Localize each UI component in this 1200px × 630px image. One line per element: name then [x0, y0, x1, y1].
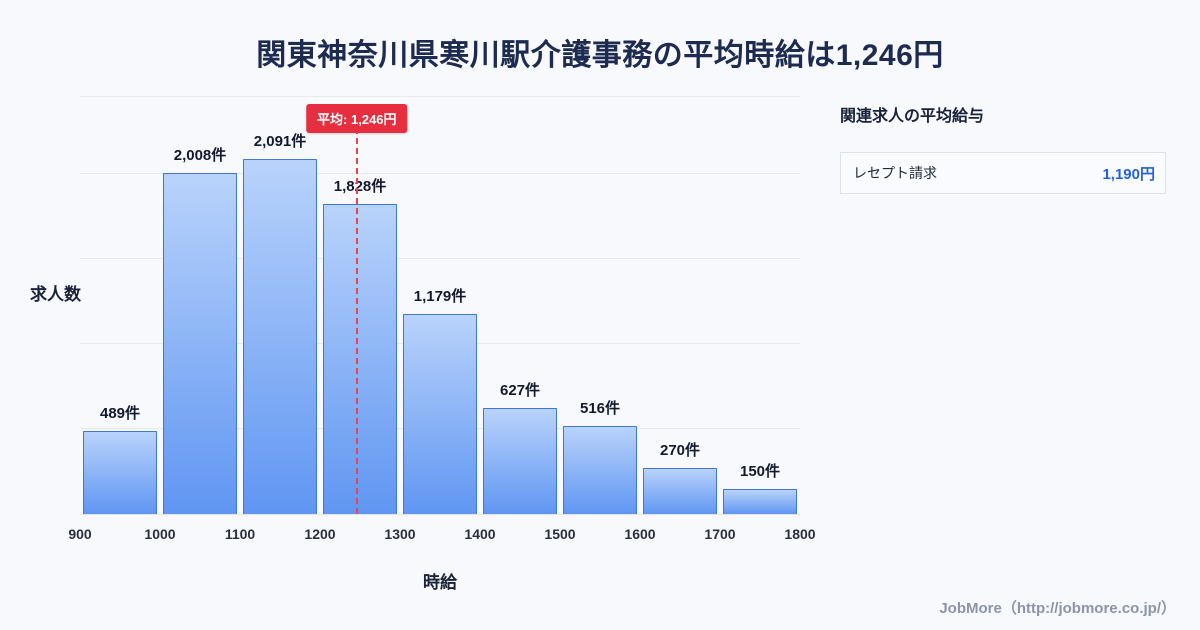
bar-value-label: 1,828件: [333, 177, 387, 195]
histogram-bar: [243, 158, 317, 514]
bar-value-label: 489件: [99, 404, 141, 422]
x-tick-label: 1200: [304, 526, 336, 542]
x-tick-label: 1500: [544, 526, 576, 542]
side-panel-title: 関連求人の平均給与: [840, 108, 985, 125]
x-tick-label: 1400: [464, 526, 496, 542]
grid-line: [80, 173, 800, 175]
x-tick-label: 1000: [144, 526, 176, 542]
grid-line: [80, 96, 800, 97]
bar-value-label: 2,091件: [253, 132, 307, 150]
bar-value-label: 150件: [739, 462, 781, 480]
histogram-bar: [403, 313, 477, 514]
x-tick-label: 900: [68, 526, 92, 542]
related-job-value: 1,190円: [1102, 165, 1155, 183]
related-job-label: レセプト請求: [853, 165, 937, 181]
histogram-bar: [723, 488, 797, 514]
histogram-bar: [163, 173, 237, 514]
x-tick-label: 1100: [224, 526, 256, 542]
histogram-bar: [483, 407, 557, 514]
bar-value-label: 270件: [659, 442, 701, 460]
histogram-bar: [323, 203, 397, 514]
footer-credit: JobMore（http://jobmore.co.jp/）: [939, 600, 1176, 617]
related-job-row: レセプト請求 1,190円: [840, 152, 1166, 194]
page-title: 関東神奈川県寒川駅介護事務の平均時給は1,246円: [256, 39, 944, 72]
x-axis-label: 時給: [423, 573, 457, 592]
x-tick-label: 1800: [784, 526, 816, 542]
grid-line: [80, 258, 800, 260]
bar-value-label: 627件: [499, 381, 541, 399]
x-tick-label: 1700: [704, 526, 736, 542]
bar-value-label: 2,008件: [173, 147, 227, 165]
histogram-bar: [643, 468, 717, 514]
x-tick-label: 1600: [624, 526, 656, 542]
plot-area: 489件 2,008件 2,091件 1,828件 1,179件 627件 516件 270件…: [68, 96, 816, 542]
histogram-bar: [563, 426, 637, 514]
histogram-bar: [83, 430, 157, 514]
related-jobs-panel: 関連求人の平均給与 レセプト請求 1,190円: [840, 102, 1166, 194]
average-badge: 平均: 1,246円: [306, 104, 408, 133]
x-tick-label: 1300: [384, 526, 416, 542]
average-line: [355, 128, 358, 514]
y-axis-label: 求人数: [30, 285, 81, 304]
bar-value-label: 516件: [579, 400, 621, 418]
bar-value-label: 1,179件: [413, 287, 467, 305]
